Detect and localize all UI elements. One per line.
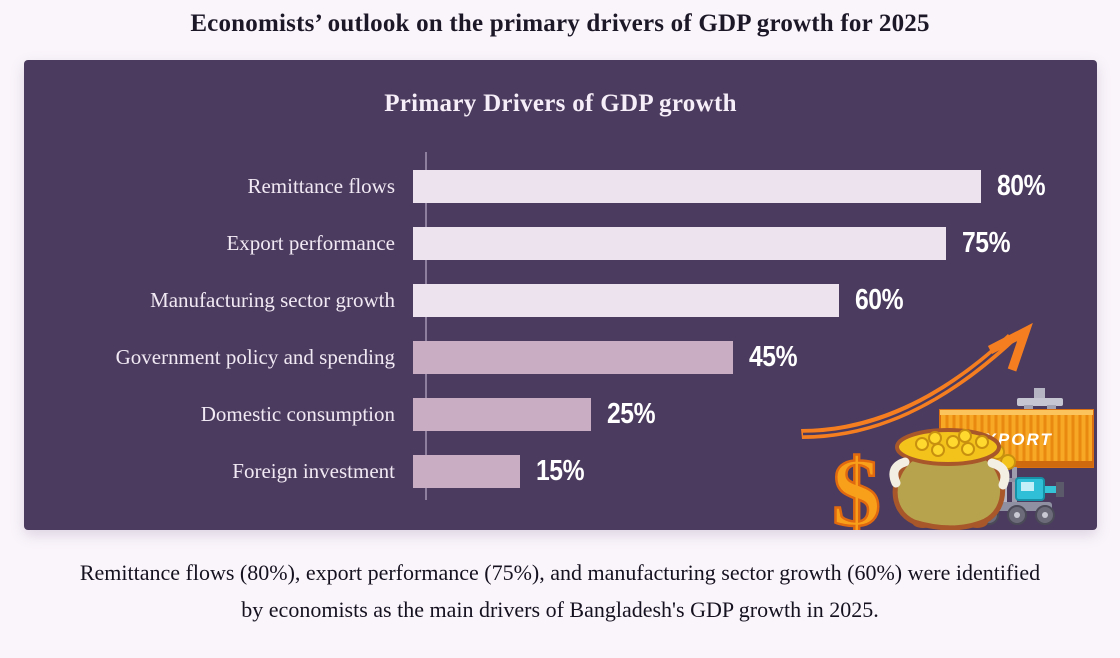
chart-title: Primary Drivers of GDP growth [384, 90, 737, 117]
value-label: 75% [961, 227, 1010, 259]
money-pot-icon [889, 428, 1010, 530]
chart-row: Manufacturing sector growth 60% [24, 284, 1097, 317]
forklift-icon [973, 467, 1064, 525]
value-label: 25% [606, 398, 655, 430]
growth-arrow-icon [801, 322, 1033, 439]
bar-zone: 15% [411, 455, 1097, 488]
value-label: 45% [748, 341, 797, 373]
bar-zone: 45% [411, 341, 1097, 374]
category-label: Export performance [226, 231, 395, 255]
category-label: Foreign investment [232, 459, 395, 483]
bar [413, 398, 591, 431]
caption-line-1: Remittance flows (80%), export performan… [79, 560, 1041, 585]
bar [413, 341, 733, 374]
crane-spreader-icon [1017, 388, 1063, 411]
bar-chart: Remittance flows 80% Export performance 75%… [24, 170, 1097, 488]
category-label: Remittance flows [247, 174, 395, 198]
bar [413, 284, 839, 317]
value-label: 60% [855, 284, 904, 316]
chart-row: Domestic consumption 25% [24, 398, 1097, 431]
bar-zone: 75% [411, 227, 1097, 260]
caption-line-2: by economists as the main drivers of Ban… [241, 597, 879, 623]
bar-zone: 25% [411, 398, 1097, 431]
export-growth-illustration: EXPORT [801, 322, 1094, 530]
category-label: Domestic consumption [200, 402, 395, 426]
caption: Remittance flows (80%), export performan… [20, 554, 1100, 629]
category-label: Government policy and spending [115, 345, 395, 369]
chart-row: Foreign investment 15% [24, 455, 1097, 488]
bar [413, 170, 981, 203]
dollar-sign-icon: $ [832, 439, 881, 530]
page-title: Economists’ outlook on the primary drive… [190, 10, 930, 37]
bar-zone: 60% [411, 284, 1097, 317]
y-axis-line [425, 152, 427, 500]
value-label: 80% [997, 170, 1046, 202]
category-label: Manufacturing sector growth [150, 288, 395, 312]
chart-row: Government policy and spending 45% [24, 341, 1097, 374]
value-label: 15% [535, 455, 584, 487]
bar-zone: 80% [411, 170, 1097, 203]
bar [413, 227, 946, 260]
chart-row: Export performance 75% [24, 227, 1097, 260]
chart-panel: Primary Drivers of GDP growth Remittance… [24, 60, 1097, 530]
chart-row: Remittance flows 80% [24, 170, 1097, 203]
bar [413, 455, 520, 488]
